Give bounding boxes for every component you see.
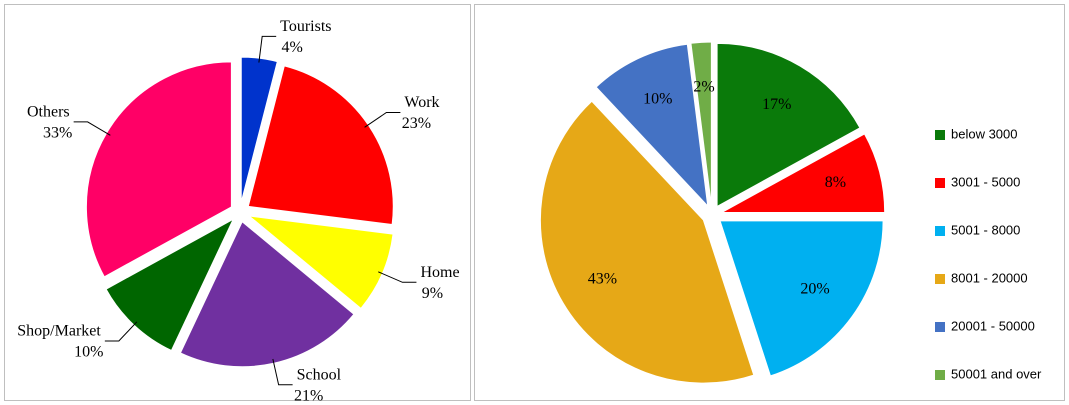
legend-swatch [935,274,945,284]
legend-label: 3001 - 5000 [951,174,1020,189]
pie-slice [595,43,709,208]
data-label: 9% [422,285,443,302]
legend-swatch [935,130,945,140]
data-label: 17% [762,96,791,113]
slice-label: Tourists [280,18,331,35]
legend-label: 8001 - 20000 [951,270,1028,285]
data-label: 10% [74,344,103,361]
leader-line [258,35,277,63]
data-label: 10% [643,90,672,107]
slice-label: School [297,366,342,383]
leader-line [104,321,138,342]
leader-line [272,358,293,386]
legend-label: 50001 and over [951,366,1042,381]
data-label: 21% [294,387,323,404]
legend-swatch [935,322,945,332]
legend-swatch [935,370,945,380]
pie-slice [539,100,755,384]
slice-label: Home [420,264,459,281]
data-label: 33% [43,125,72,142]
slice-label: Shop/Market [17,323,101,340]
legend-swatch [935,178,945,188]
pie-slice [690,41,712,206]
data-label: 2% [693,79,714,96]
legend-swatch [935,226,945,236]
data-label: 43% [588,271,617,288]
slice-label: Others [27,104,70,121]
data-label: 23% [402,115,431,132]
pie-slice [716,42,861,208]
pie-slice [719,220,884,377]
leader-line [73,121,111,136]
slice-label: Work [404,94,439,111]
data-label: 4% [282,39,303,56]
pie-slice [721,133,886,214]
legend-label: 20001 - 50000 [951,318,1035,333]
leader-line [364,112,401,128]
data-label: 20% [800,281,829,298]
legend-label: 5001 - 8000 [951,222,1020,237]
data-label: 8% [825,174,846,191]
legend-label: below 3000 [951,126,1018,141]
leader-line [378,271,417,283]
